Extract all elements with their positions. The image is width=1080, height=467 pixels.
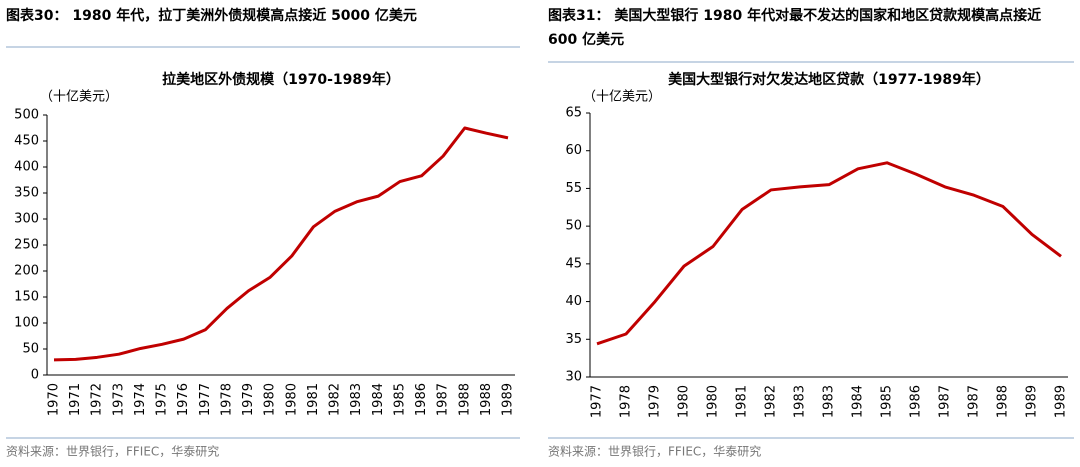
unit-label: （十亿美元）	[583, 90, 661, 105]
x-tick-label: 1987	[938, 385, 953, 418]
y-tick-label: 50	[22, 342, 39, 357]
x-tick-label: 1978	[219, 383, 234, 416]
x-tick-label: 1977	[590, 385, 605, 418]
y-tick-label: 200	[14, 264, 39, 279]
x-tick-label: 1977	[198, 383, 213, 416]
figure-caption: 图表31： 美国大型银行 1980 年代对最不发达的国家和地区贷款规模高点接近 …	[548, 8, 1042, 48]
x-tick-label: 1984	[851, 385, 866, 418]
y-tick-label: 65	[565, 106, 582, 121]
chart-title: 美国大型银行对欠发达地区贷款（1977-1989年）	[668, 71, 990, 88]
unit-label: （十亿美元）	[40, 90, 118, 105]
x-tick-label: 1987	[436, 383, 451, 416]
data-line	[53, 126, 509, 362]
source-note: 资料来源：世界银行，FFIEC，华泰研究	[548, 444, 761, 459]
x-tick-label: 1983	[349, 383, 364, 416]
x-tick-label: 1982	[764, 385, 779, 418]
chart-title: 拉美地区外债规模（1970-1989年）	[162, 71, 400, 88]
x-tick-label: 1970	[47, 383, 62, 416]
x-tick-label: 1980	[284, 383, 299, 416]
x-tick-label: 1988	[479, 383, 494, 416]
y-tick-label: 35	[565, 332, 582, 347]
x-tick-label: 1988	[996, 385, 1011, 418]
x-tick-label: 1971	[68, 383, 83, 416]
x-tick-label: 1983	[793, 385, 808, 418]
y-tick-label: 500	[14, 108, 39, 123]
x-tick-label: 1975	[155, 383, 170, 416]
x-tick-label: 1984	[371, 383, 386, 416]
y-tick-label: 300	[14, 212, 39, 227]
x-tick-label: 1986	[909, 385, 924, 418]
y-tick-label: 350	[14, 186, 39, 201]
y-tick-label: 400	[14, 160, 39, 175]
y-tick-label: 150	[14, 290, 39, 305]
y-tick-label: 0	[31, 368, 39, 383]
x-tick-label: 1979	[241, 383, 256, 416]
y-tick-label: 55	[565, 181, 582, 196]
x-tick-label: 1988	[457, 383, 472, 416]
x-tick-label: 1985	[392, 383, 407, 416]
x-tick-label: 1976	[176, 383, 191, 416]
x-tick-label: 1974	[133, 383, 148, 416]
x-tick-label: 1972	[90, 383, 105, 416]
source-note: 资料来源：世界银行，FFIEC，华泰研究	[6, 444, 219, 459]
x-tick-label: 1985	[880, 385, 895, 418]
x-tick-label: 1980	[706, 385, 721, 418]
x-tick-label: 1982	[328, 383, 343, 416]
x-tick-label: 1981	[735, 385, 750, 418]
y-tick-label: 60	[565, 143, 582, 158]
x-tick-label: 1989	[501, 383, 516, 416]
x-tick-label: 1983	[822, 385, 837, 418]
y-tick-label: 100	[14, 316, 39, 331]
y-tick-label: 50	[565, 219, 582, 234]
y-tick-label: 450	[14, 134, 39, 149]
x-tick-label: 1989	[1054, 385, 1069, 418]
y-tick-label: 250	[14, 238, 39, 253]
x-tick-label: 1987	[967, 385, 982, 418]
x-tick-label: 1973	[111, 383, 126, 416]
x-tick-label: 1978	[619, 385, 634, 418]
x-tick-label: 1989	[1025, 385, 1040, 418]
x-tick-label: 1979	[648, 385, 663, 418]
y-tick-label: 45	[565, 256, 582, 271]
figure-caption: 图表30： 1980 年代，拉丁美洲外债规模高点接近 5000 亿美元	[6, 8, 417, 24]
x-tick-label: 1980	[677, 385, 692, 418]
y-tick-label: 40	[565, 294, 582, 309]
x-tick-label: 1981	[306, 383, 321, 416]
y-tick-label: 30	[565, 370, 582, 385]
x-tick-label: 1980	[263, 383, 278, 416]
x-tick-label: 1986	[414, 383, 429, 416]
data-line	[596, 161, 1062, 346]
